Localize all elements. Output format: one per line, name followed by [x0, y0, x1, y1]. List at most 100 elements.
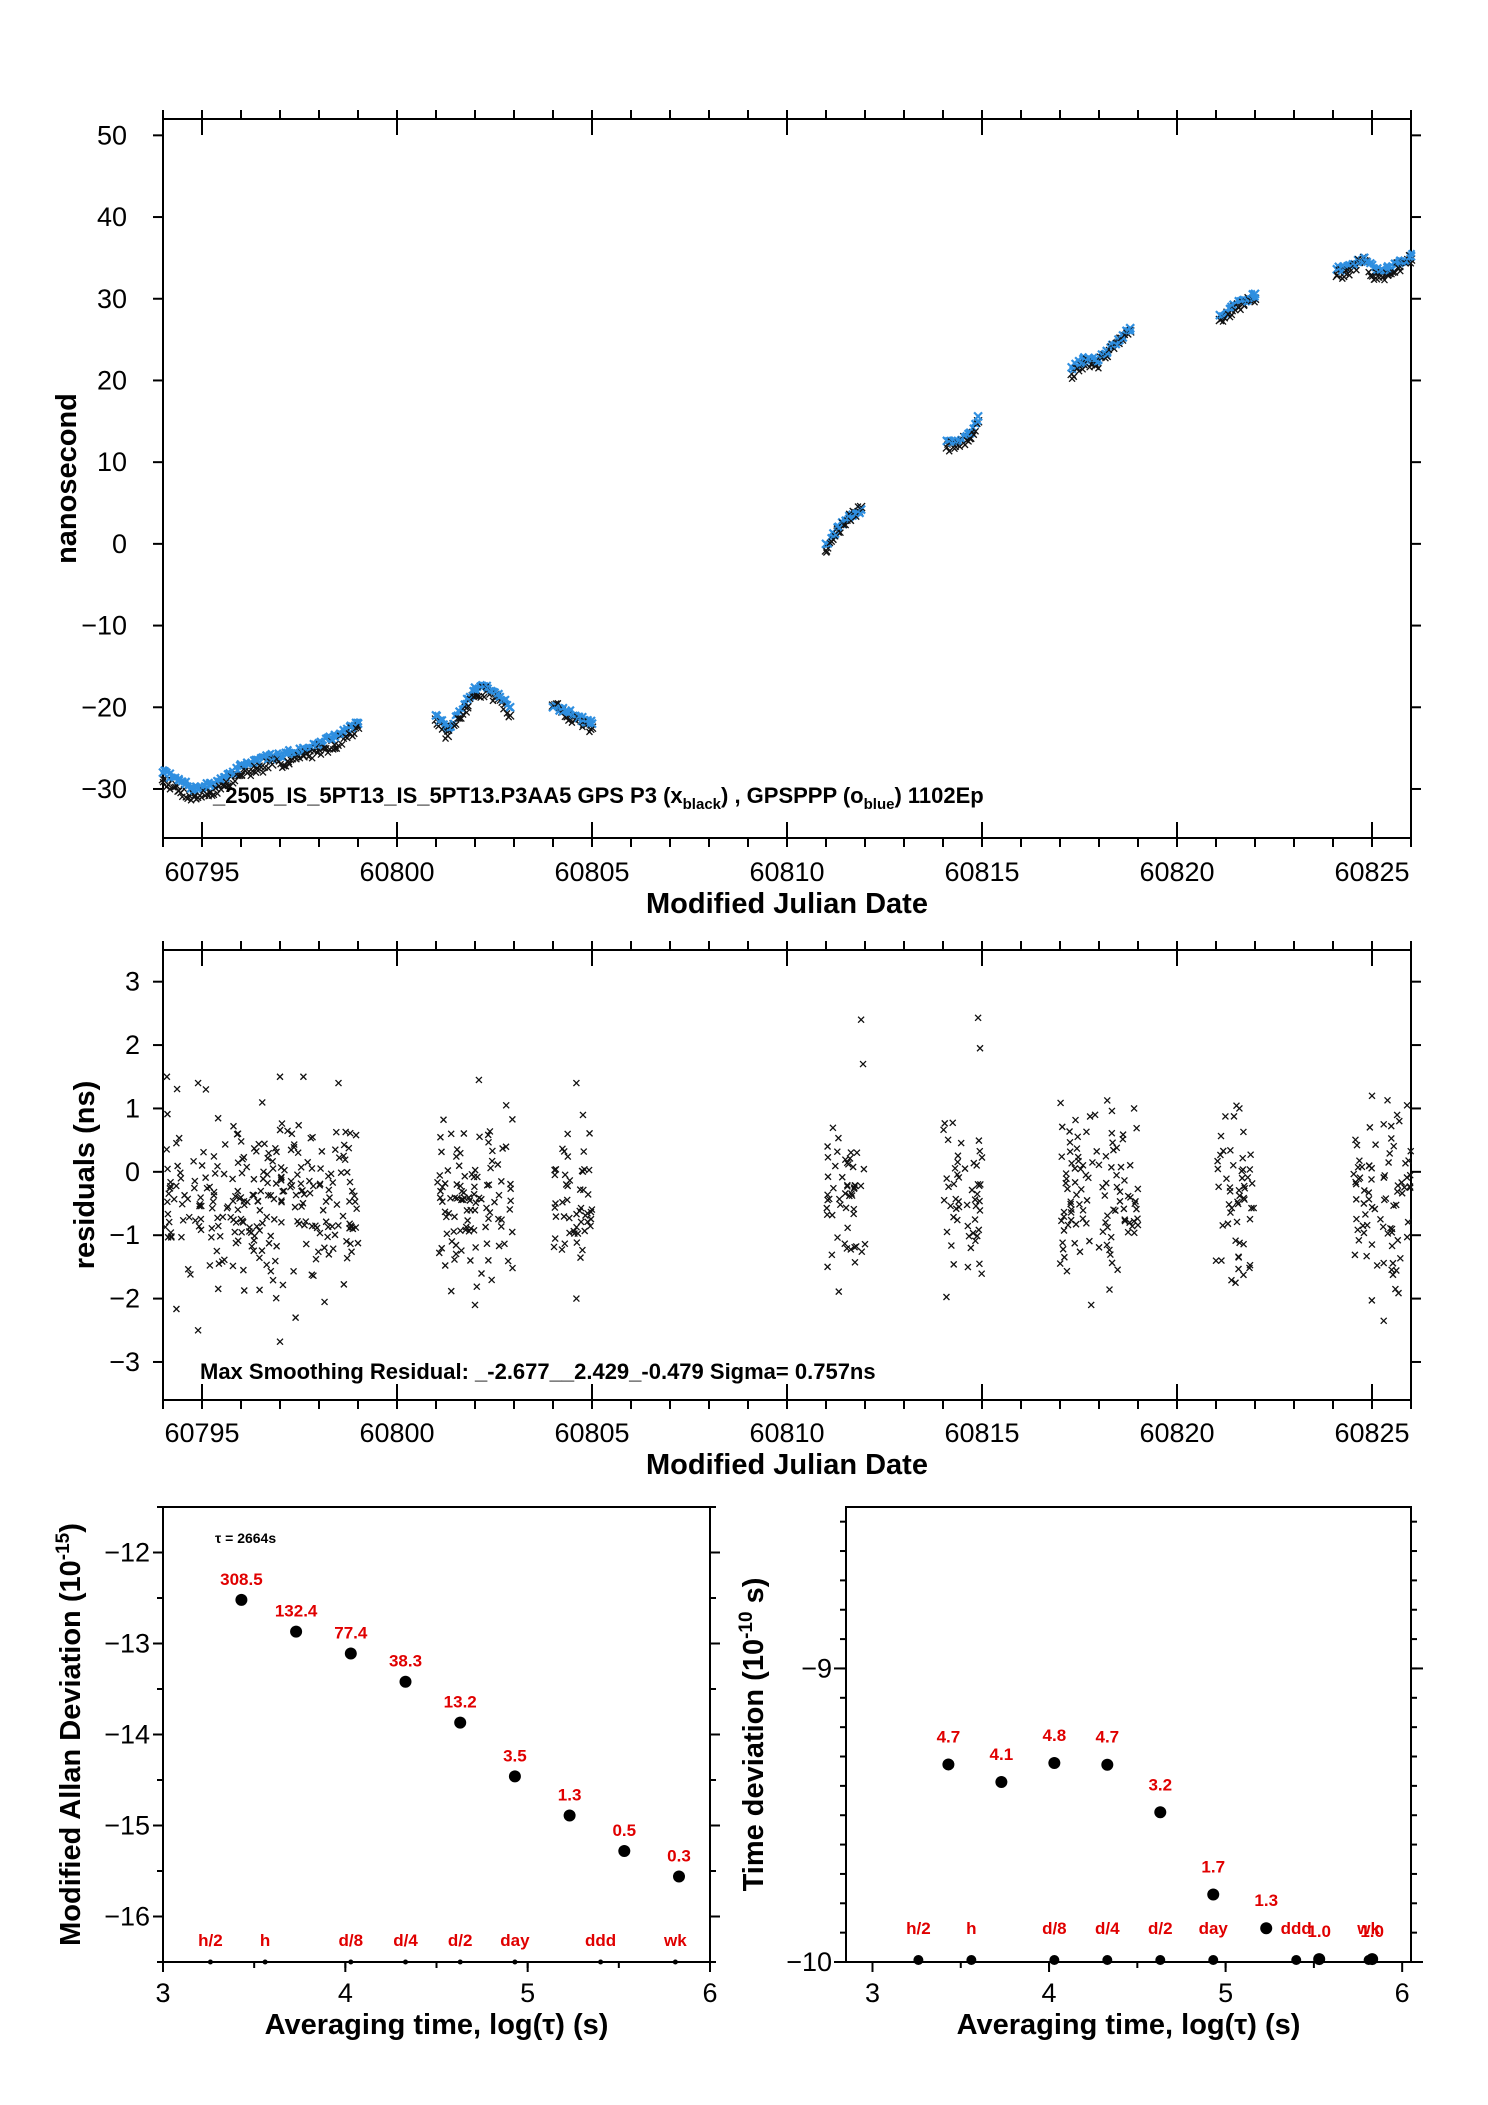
residual-point [953, 1171, 961, 1179]
residual-point [1386, 1150, 1394, 1157]
gps-p3-point [224, 782, 232, 790]
residual-point [239, 1155, 246, 1163]
tdev-point [1207, 1888, 1220, 1901]
residual-point [561, 1240, 569, 1248]
tau-marker-label: h [966, 1919, 976, 1938]
residual-point [451, 1256, 458, 1264]
gpsppp-point [832, 530, 840, 539]
gps-p3-point [317, 751, 325, 759]
residual-point [1085, 1237, 1093, 1245]
residual-point [1111, 1207, 1119, 1215]
residual-point [1361, 1210, 1369, 1218]
residual-point [178, 1200, 186, 1208]
residual-point [255, 1140, 263, 1148]
time-deviation-panel: 3 4 5 6 −10 −9 4.7 4.1 4.8 4.7 3.2 1.7 1.3 1.0 1.0 h/2 h… [736, 1506, 1423, 2041]
residual-point [351, 1198, 359, 1206]
residual-point [194, 1079, 202, 1087]
tau-marker-label: d/4 [393, 1931, 418, 1950]
residual-point [486, 1208, 494, 1216]
tdev-label: 1.7 [1201, 1857, 1225, 1876]
residual-point [210, 1152, 218, 1160]
residual-point [1060, 1227, 1068, 1234]
residual-point [551, 1171, 559, 1179]
residual-point [485, 1215, 492, 1223]
mdev-point [508, 1770, 521, 1783]
residual-point [950, 1260, 958, 1268]
residual-point [345, 1144, 353, 1152]
gps-p3-point [191, 792, 199, 800]
residual-point [1120, 1205, 1128, 1213]
tau-marker [512, 1959, 518, 1965]
residual-point [1217, 1132, 1225, 1140]
x-tick-label: 60810 [749, 1418, 824, 1448]
residual-point [1246, 1261, 1254, 1269]
residual-point [1077, 1165, 1085, 1173]
residual-point [483, 1204, 490, 1212]
residual-point [858, 1248, 866, 1256]
tau-marker-label: wk [663, 1931, 687, 1950]
gps-p3-point [587, 726, 595, 734]
series-annotation: _2505_IS_5PT13_IS_5PT13.P3AA5 GPS P3 (xb… [212, 783, 984, 813]
residual-point [172, 1139, 180, 1147]
residual-point [322, 1218, 330, 1226]
residual-point [464, 1217, 472, 1224]
residual-point [176, 1169, 184, 1177]
residual-point [1236, 1192, 1244, 1200]
residual-point [177, 1174, 185, 1182]
residual-point [954, 1158, 962, 1166]
allan-deviation-panel: 3 4 5 6 −16 −15 −14 −13 −12 308.5 132.4 77.4 38.3 13.… [53, 1506, 720, 2041]
residual-point [561, 1171, 569, 1179]
residual-point [461, 1194, 468, 1202]
residual-point [288, 1130, 296, 1138]
residual-point [267, 1267, 275, 1275]
gps-p3-point [836, 529, 844, 537]
residual-point [1067, 1198, 1075, 1206]
residual-point [347, 1222, 355, 1230]
residual-point [953, 1216, 961, 1224]
residual-point [1071, 1164, 1079, 1172]
x-tick-label: 60815 [944, 1418, 1019, 1448]
residual-point [456, 1182, 464, 1190]
residual-point [1091, 1111, 1099, 1119]
residual-point [1093, 1147, 1101, 1155]
gps-p3-point [282, 762, 290, 770]
residual-point [1228, 1204, 1236, 1212]
residual-point [314, 1248, 322, 1256]
residual-point [304, 1158, 312, 1166]
residual-point [843, 1182, 851, 1190]
gps-p3-point [505, 713, 513, 721]
residual-point [320, 1244, 328, 1252]
residual-point [319, 1206, 327, 1214]
residual-point [482, 1223, 490, 1231]
residual-point [250, 1191, 258, 1199]
residual-point [952, 1195, 960, 1203]
tdev-point [1154, 1806, 1167, 1819]
gpsppp-point [586, 720, 595, 729]
residual-point [843, 1181, 851, 1189]
residual-point [506, 1180, 514, 1188]
residual-point [348, 1187, 356, 1195]
gps-p3-point [285, 760, 293, 768]
residual-point [487, 1164, 495, 1172]
gps-p3-point [236, 772, 244, 780]
residual-point [1403, 1101, 1411, 1109]
residual-point [1360, 1229, 1368, 1237]
tau-marker-label: d/2 [1148, 1919, 1173, 1938]
residual-point [343, 1254, 351, 1262]
residual-point [478, 1270, 485, 1277]
residual-point [947, 1242, 955, 1250]
residual-point [466, 1257, 474, 1264]
y-tick-label: 2 [125, 1030, 140, 1060]
residual-point [325, 1250, 333, 1258]
residual-point [1368, 1092, 1376, 1100]
residual-point [437, 1187, 444, 1195]
residual-point [185, 1213, 193, 1221]
residual-point [1109, 1139, 1117, 1147]
residual-point [501, 1240, 508, 1248]
residual-point [973, 1190, 981, 1198]
residual-point [339, 1212, 347, 1220]
residual-point [172, 1182, 180, 1190]
residual-point [224, 1203, 232, 1211]
residual-point [279, 1281, 287, 1289]
gps-p3-point [308, 754, 316, 762]
